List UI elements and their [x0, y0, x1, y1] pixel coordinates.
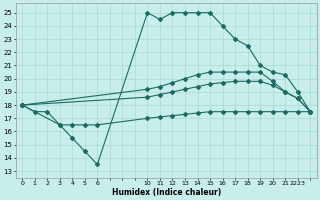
- X-axis label: Humidex (Indice chaleur): Humidex (Indice chaleur): [112, 188, 221, 197]
